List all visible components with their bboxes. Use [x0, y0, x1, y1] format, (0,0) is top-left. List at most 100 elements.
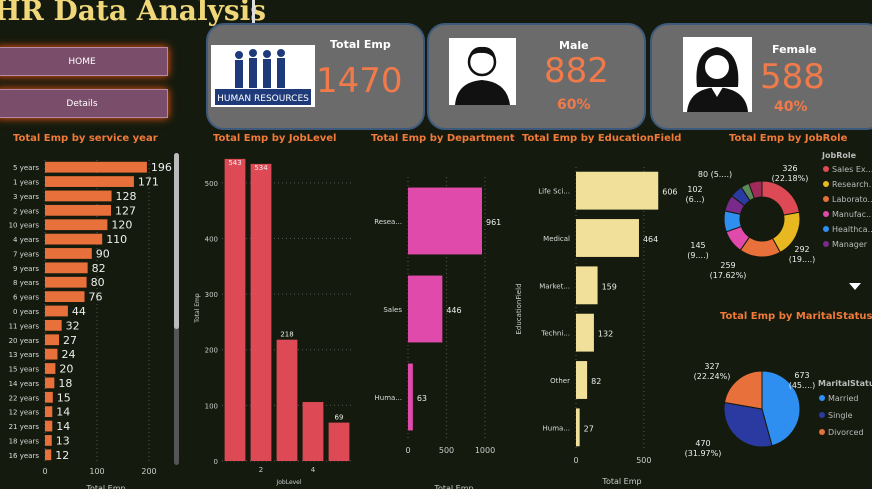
x-tick-label: 0 — [573, 456, 578, 465]
category-label: 10 years — [9, 222, 40, 230]
bar-value-label: 961 — [486, 218, 501, 227]
legend-swatch — [823, 226, 829, 232]
bar — [45, 233, 103, 245]
category-label: 2 years — [13, 207, 39, 215]
bar — [45, 377, 55, 389]
bar-value-label: 32 — [66, 319, 80, 332]
bar — [408, 275, 443, 343]
legend-title: JobRole — [821, 151, 857, 160]
bar — [45, 435, 52, 446]
slice-value-label: 80 (5....) — [698, 170, 732, 179]
category-label: 21 years — [9, 423, 40, 431]
bar-value-label: 534 — [254, 164, 268, 172]
bar — [45, 291, 85, 303]
y-tick-label: 100 — [205, 402, 218, 410]
legend-swatch — [823, 166, 829, 172]
details-button[interactable]: Details — [0, 89, 168, 118]
y-tick-label: 200 — [205, 347, 218, 355]
legend-entry: Healthca... — [832, 225, 872, 234]
category-label: 8 years — [13, 279, 39, 287]
bar — [250, 163, 272, 461]
pie-slice — [761, 370, 801, 447]
bar-value-label: 464 — [643, 235, 658, 244]
category-label: Other — [550, 377, 570, 385]
bar — [576, 361, 588, 399]
female-label: Female — [772, 43, 817, 56]
bar — [45, 161, 147, 173]
legend-entry: Married — [828, 394, 858, 403]
category-label: Medical — [543, 235, 570, 243]
slice-value-label: 145 — [690, 241, 705, 250]
slice-percent-label: (22.24%) — [694, 372, 731, 381]
bar — [45, 420, 53, 432]
total-emp-value: 1470 — [316, 61, 403, 101]
x-axis-label: JobLevel — [275, 479, 301, 486]
service-chart-title: Total Emp by service year — [13, 133, 158, 144]
bar-value-label: 128 — [116, 190, 137, 203]
y-axis-label: Total Emp — [194, 293, 201, 324]
female-card: Female 588 40% — [650, 23, 872, 130]
slice-percent-label: (22.18%) — [772, 174, 809, 183]
bar — [45, 334, 60, 346]
bar — [45, 276, 87, 288]
pie-slice — [723, 370, 763, 410]
bar-value-label: 90 — [96, 247, 110, 260]
joblevel-chart: 0 100 200 300 400 500 543 534 218 69 2 4 JobLevel Tot… — [194, 158, 352, 486]
marital-chart-title: Total Emp by MaritalStatus — [720, 311, 872, 322]
jobrole-chart-title: Total Emp by JobRole — [729, 133, 848, 144]
legend-swatch — [823, 181, 829, 187]
bar — [45, 176, 134, 187]
bar — [408, 187, 482, 255]
male-label: Male — [559, 39, 589, 52]
legend-entry: Single — [828, 411, 853, 420]
education-chart: 0 500 Life Sci... 606 Medical 464 Market... 159… — [515, 167, 678, 486]
bar-value-label: 446 — [446, 306, 461, 315]
bar-value-label: 27 — [584, 424, 594, 433]
bar-value-label: 44 — [72, 305, 86, 318]
category-label: 16 years — [9, 452, 40, 460]
legend-swatch — [819, 412, 825, 418]
bar-value-label: 18 — [58, 377, 72, 390]
legend-scroll-down-icon[interactable] — [849, 283, 861, 290]
x-tick-label: 500 — [439, 446, 454, 455]
slice-value-label: 292 — [794, 245, 809, 254]
bar — [45, 449, 52, 461]
slice-value-label: 327 — [704, 362, 719, 371]
category-label: 7 years — [13, 250, 39, 258]
legend-entry: Research... — [832, 180, 872, 189]
home-button[interactable]: HOME — [0, 47, 168, 76]
service-chart-scrollbar-thumb[interactable] — [174, 153, 179, 329]
bar — [576, 219, 639, 257]
category-label: 6 years — [13, 294, 39, 302]
slice-percent-label: (19....) — [789, 255, 816, 264]
bar — [276, 339, 298, 461]
bar-value-label: 82 — [591, 377, 601, 386]
bar-value-label: 543 — [228, 159, 241, 167]
female-avatar — [683, 37, 752, 112]
bar — [224, 158, 246, 462]
bar-value-label: 82 — [92, 262, 106, 275]
x-tick-label: 0 — [42, 467, 47, 476]
female-percent: 40% — [774, 99, 808, 115]
pie-slice — [723, 401, 773, 448]
category-label: 18 years — [9, 437, 40, 445]
category-label: Huma... — [375, 394, 402, 402]
department-chart: 0 500 1000 Resea... 961 Sales 446 Huma... 63 Tota… — [374, 177, 501, 489]
category-label: 3 years — [13, 193, 39, 201]
bar-value-label: 127 — [115, 204, 136, 217]
bar — [576, 408, 580, 447]
x-tick-label: 500 — [636, 456, 651, 465]
bar — [576, 266, 598, 305]
category-label: Huma... — [543, 424, 570, 432]
slice-value-label: 673 — [794, 371, 809, 380]
female-user-icon — [687, 47, 748, 112]
bar — [45, 363, 56, 374]
joblevel-chart-title: Total Emp by JobLevel — [213, 133, 337, 144]
slice-value-label: 259 — [720, 261, 735, 270]
category-label: 12 years — [9, 409, 40, 417]
slice-value-label: 470 — [695, 439, 710, 448]
category-label: 11 years — [9, 322, 40, 330]
bar — [328, 422, 350, 461]
slice-percent-label: (9....) — [687, 251, 709, 260]
